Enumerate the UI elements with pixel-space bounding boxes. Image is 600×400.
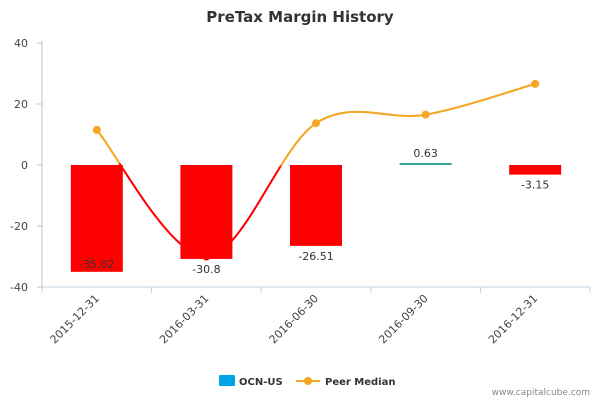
data-labels: -35.02 -30.8 -26.51 0.63 -3.15 (79, 147, 549, 276)
y-tick-label: 0 (21, 159, 28, 172)
y-tick-label: 40 (14, 37, 28, 50)
bar-series (70, 163, 562, 272)
legend-label-peer[interactable]: Peer Median (325, 377, 396, 388)
x-tick-label: 2016-12-31 (486, 292, 540, 346)
bar (399, 163, 452, 165)
legend-marker-peer[interactable] (304, 377, 312, 385)
line-series (92, 79, 540, 261)
credits-text[interactable]: www.capitalcube.com (492, 388, 590, 398)
bar (509, 165, 562, 175)
chart-title: PreTax Margin History (206, 8, 394, 26)
data-label: -35.02 (79, 258, 114, 271)
x-tick-label: 2016-09-30 (376, 292, 430, 346)
x-axis: 2015-12-31 2016-03-31 2016-06-30 2016-09-30… (41, 286, 591, 346)
line-point (531, 79, 540, 88)
legend-label-ocn[interactable]: OCN-US (239, 377, 283, 388)
data-label: -26.51 (298, 250, 333, 263)
y-tick-label: -20 (10, 220, 28, 233)
y-tick-label: -40 (10, 281, 28, 294)
bar (70, 165, 123, 272)
y-tick-label: 20 (14, 98, 28, 111)
line-point (312, 119, 320, 128)
data-label: 0.63 (413, 147, 438, 160)
y-axis: -40 -20 0 20 40 (10, 37, 43, 294)
x-tick-label: 2016-03-31 (157, 292, 211, 346)
bar (290, 165, 342, 246)
data-label: -30.8 (192, 263, 220, 276)
data-label: -3.15 (521, 179, 549, 192)
line-point (202, 252, 211, 261)
line-point (421, 110, 430, 119)
x-tick-label: 2015-12-31 (48, 292, 102, 346)
legend-swatch-ocn[interactable] (219, 375, 235, 386)
legend[interactable]: OCN-US Peer Median (219, 375, 396, 388)
line-point (92, 125, 101, 134)
x-tick-label: 2016-06-30 (267, 292, 321, 346)
bar (180, 165, 233, 259)
